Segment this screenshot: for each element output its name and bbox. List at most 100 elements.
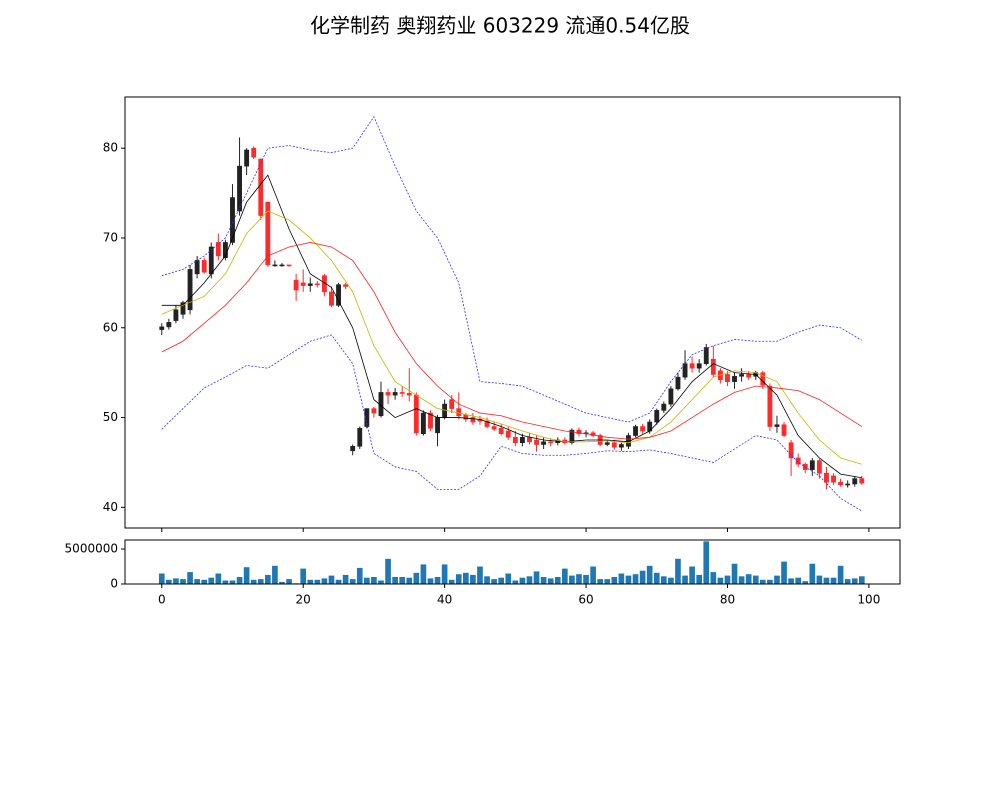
candle-body [428, 412, 433, 429]
volume-bar [208, 577, 215, 584]
candle-body [746, 374, 752, 378]
volume-bar [660, 576, 667, 584]
candle-body [816, 460, 822, 474]
candle-body [548, 441, 554, 444]
volume-bar [314, 579, 321, 584]
volume-bar [307, 579, 314, 584]
candle-body [399, 392, 405, 394]
volume-bar [265, 574, 271, 584]
volume-bar [257, 579, 264, 584]
candle-body [781, 424, 787, 436]
volume-bar [689, 566, 695, 584]
volume-bar [491, 579, 497, 584]
y-tick-label: 5000000 [65, 542, 118, 556]
candle-body [491, 426, 497, 430]
candle-body [442, 403, 448, 418]
candle-body [286, 264, 292, 267]
y-tick-label: 60 [103, 320, 118, 334]
volume-bar [752, 575, 759, 584]
candle-body [534, 439, 539, 445]
volume-bar [561, 568, 568, 584]
volume-bar [166, 579, 172, 584]
volume-bar [668, 577, 674, 584]
candle-body [244, 149, 250, 167]
candle-body [215, 242, 221, 257]
volume-bar [378, 580, 384, 584]
candle-body [739, 374, 745, 377]
plot-frame [124, 96, 901, 529]
candle-body [640, 426, 646, 432]
volume-bar [328, 575, 335, 584]
volume-bar [858, 576, 865, 584]
volume-bar [837, 565, 844, 584]
candle-body [852, 478, 858, 485]
candle-body [371, 408, 377, 414]
candle-body [208, 246, 214, 275]
volume-bar [470, 574, 476, 584]
candle-body [449, 399, 455, 409]
candle-body [512, 437, 518, 443]
volume-bar [540, 577, 547, 584]
candle-body [456, 408, 462, 417]
volume-bar [675, 558, 681, 584]
volume-bar [434, 577, 441, 584]
volume-bar [215, 573, 222, 584]
candle-body [795, 457, 801, 465]
volume-bar [420, 564, 427, 584]
volume-bar [767, 579, 773, 584]
candle-body [689, 363, 695, 369]
volume-bar [745, 574, 752, 584]
volume-bar [724, 575, 731, 584]
line-series [161, 242, 863, 440]
volume-bar [463, 572, 469, 584]
volume-bar [498, 577, 505, 584]
candle-body [576, 429, 582, 435]
candle-body [484, 420, 490, 427]
candle-body [314, 283, 320, 286]
candle-body [618, 444, 624, 448]
volume-bar [222, 580, 229, 584]
candle-body [809, 460, 815, 470]
volume-bar [788, 578, 794, 584]
volume-bar [639, 570, 646, 584]
candle-body [859, 478, 865, 484]
volume-bar [618, 573, 625, 584]
candle-body [604, 442, 610, 445]
x-tick-label: 80 [720, 593, 735, 607]
volume-bar [371, 577, 377, 584]
volume-bar [413, 572, 420, 584]
y-tick-label: 0 [110, 577, 118, 591]
volume-bar [696, 574, 703, 584]
volume-bar [236, 577, 243, 584]
candle-body [201, 260, 207, 273]
volume-bar [300, 568, 307, 584]
x-tick-label: 100 [857, 593, 880, 607]
volume-bar [682, 575, 688, 584]
volume-bar [809, 563, 816, 584]
line-series [161, 210, 862, 465]
plot-frame [124, 539, 901, 585]
candle-body [230, 197, 235, 243]
volume-bar [759, 579, 766, 584]
candle-body [187, 269, 193, 311]
y-tick-label: 50 [103, 410, 118, 424]
candle-body [527, 437, 532, 443]
candle-body [420, 412, 426, 435]
candle-body [774, 424, 780, 427]
volume-bar [554, 577, 561, 584]
candle-body [760, 372, 766, 386]
candle-body [413, 394, 419, 434]
candle-body [569, 429, 575, 443]
candle-body [654, 410, 660, 423]
volume-bar [590, 566, 596, 584]
candle-body [385, 392, 391, 396]
volume-bar [512, 580, 519, 584]
candle-body [838, 481, 844, 486]
volume-bar [795, 577, 802, 584]
candle-body [300, 282, 306, 286]
y-tick-label: 80 [103, 141, 118, 155]
x-tick-label: 20 [296, 593, 311, 607]
candle-body [682, 363, 688, 378]
